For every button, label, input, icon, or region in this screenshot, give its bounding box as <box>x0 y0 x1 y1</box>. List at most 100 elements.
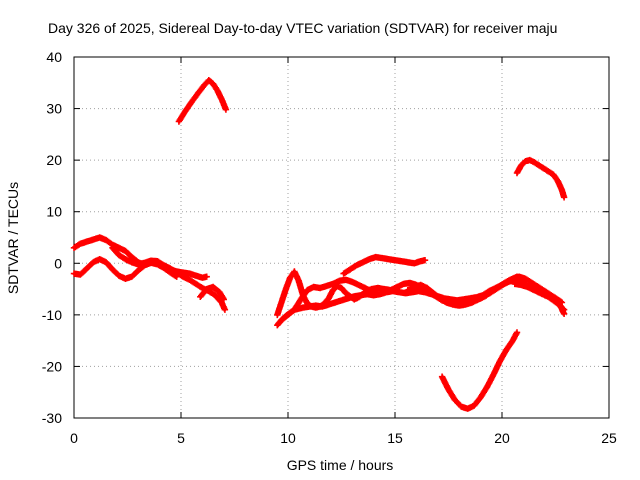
x-tick-labels: 0 5 10 15 20 25 <box>70 430 617 446</box>
data-point <box>136 269 140 272</box>
data-point <box>104 260 108 264</box>
data-point <box>331 288 335 292</box>
data-point <box>194 282 198 286</box>
data-point <box>340 299 343 302</box>
data-point <box>117 253 121 257</box>
data-point <box>513 282 517 286</box>
data-point <box>519 163 523 167</box>
data-point <box>545 169 549 172</box>
data-point <box>547 295 551 299</box>
data-point <box>515 275 519 279</box>
data-point <box>305 302 309 305</box>
data-point <box>136 262 140 266</box>
data-point <box>322 302 326 305</box>
x-tick-label: 15 <box>387 430 403 446</box>
data-point <box>162 263 166 267</box>
data-point <box>496 286 500 290</box>
series-track-11 <box>511 280 568 313</box>
data-point <box>447 388 450 392</box>
data-point <box>305 288 309 292</box>
data-point <box>350 280 354 284</box>
data-point <box>393 258 397 262</box>
data-point <box>432 291 435 295</box>
data-point <box>318 286 322 290</box>
data-point <box>284 287 288 291</box>
series-track-13 <box>513 156 568 201</box>
data-point <box>402 282 405 286</box>
data-point <box>223 308 227 312</box>
data-point <box>207 78 211 82</box>
data-point <box>301 306 305 310</box>
data-point <box>412 261 416 265</box>
data-point <box>215 89 219 92</box>
data-point <box>286 313 290 317</box>
data-point <box>457 304 461 307</box>
data-point <box>190 100 194 104</box>
data-point <box>357 295 361 299</box>
data-point <box>293 308 296 312</box>
data-point <box>560 188 564 192</box>
data-point <box>177 120 181 123</box>
data-point <box>492 373 495 377</box>
data-point <box>367 257 371 261</box>
x-tick-label: 25 <box>601 430 617 446</box>
data-point <box>314 306 318 310</box>
data-point <box>85 240 89 244</box>
grid-lines <box>74 57 609 418</box>
data-point <box>404 291 408 295</box>
data-point <box>374 255 378 259</box>
data-point <box>504 348 508 352</box>
data-point <box>511 339 515 343</box>
data-point <box>325 284 328 288</box>
data-point <box>417 289 420 293</box>
data-point <box>423 258 427 262</box>
data-point <box>211 82 215 86</box>
data-point <box>466 407 470 411</box>
data-point <box>412 285 416 289</box>
data-point <box>79 273 82 277</box>
data-point <box>333 301 337 304</box>
data-point <box>175 271 179 274</box>
data-point <box>363 286 367 290</box>
data-point <box>543 293 547 297</box>
data-point <box>526 285 530 289</box>
data-point <box>419 283 423 287</box>
data-point <box>91 238 95 241</box>
data-point <box>470 301 474 304</box>
series-track-8 <box>278 276 382 324</box>
data-point <box>183 109 187 113</box>
data-point <box>440 375 444 379</box>
data-point <box>111 246 114 250</box>
series-track-10 <box>404 273 521 309</box>
data-point <box>149 259 153 263</box>
data-point <box>528 158 532 162</box>
data-point <box>361 260 365 264</box>
data-point <box>111 268 114 271</box>
data-point <box>536 285 540 289</box>
data-point <box>222 297 226 301</box>
data-point <box>198 295 202 299</box>
data-point <box>98 257 102 261</box>
y-axis-label: SDTVAR / TECUs <box>5 182 21 294</box>
data-point <box>130 255 134 259</box>
data-point <box>340 286 343 290</box>
data-point <box>382 287 386 291</box>
data-point <box>123 249 127 253</box>
data-point <box>400 259 403 263</box>
data-point <box>201 286 204 290</box>
data-point <box>485 385 489 389</box>
data-point-markers <box>340 253 429 277</box>
data-point <box>203 83 206 87</box>
data-point <box>425 286 429 290</box>
data-point <box>123 257 127 261</box>
data-point <box>181 275 185 279</box>
data-point <box>502 282 506 286</box>
data-point <box>344 278 348 282</box>
data-point <box>551 299 555 302</box>
y-tick-label: 40 <box>46 49 62 65</box>
data-point <box>477 297 480 301</box>
data-point <box>519 283 523 287</box>
data-point <box>380 256 384 260</box>
y-tick-label: 10 <box>46 204 62 220</box>
data-point <box>337 279 341 283</box>
